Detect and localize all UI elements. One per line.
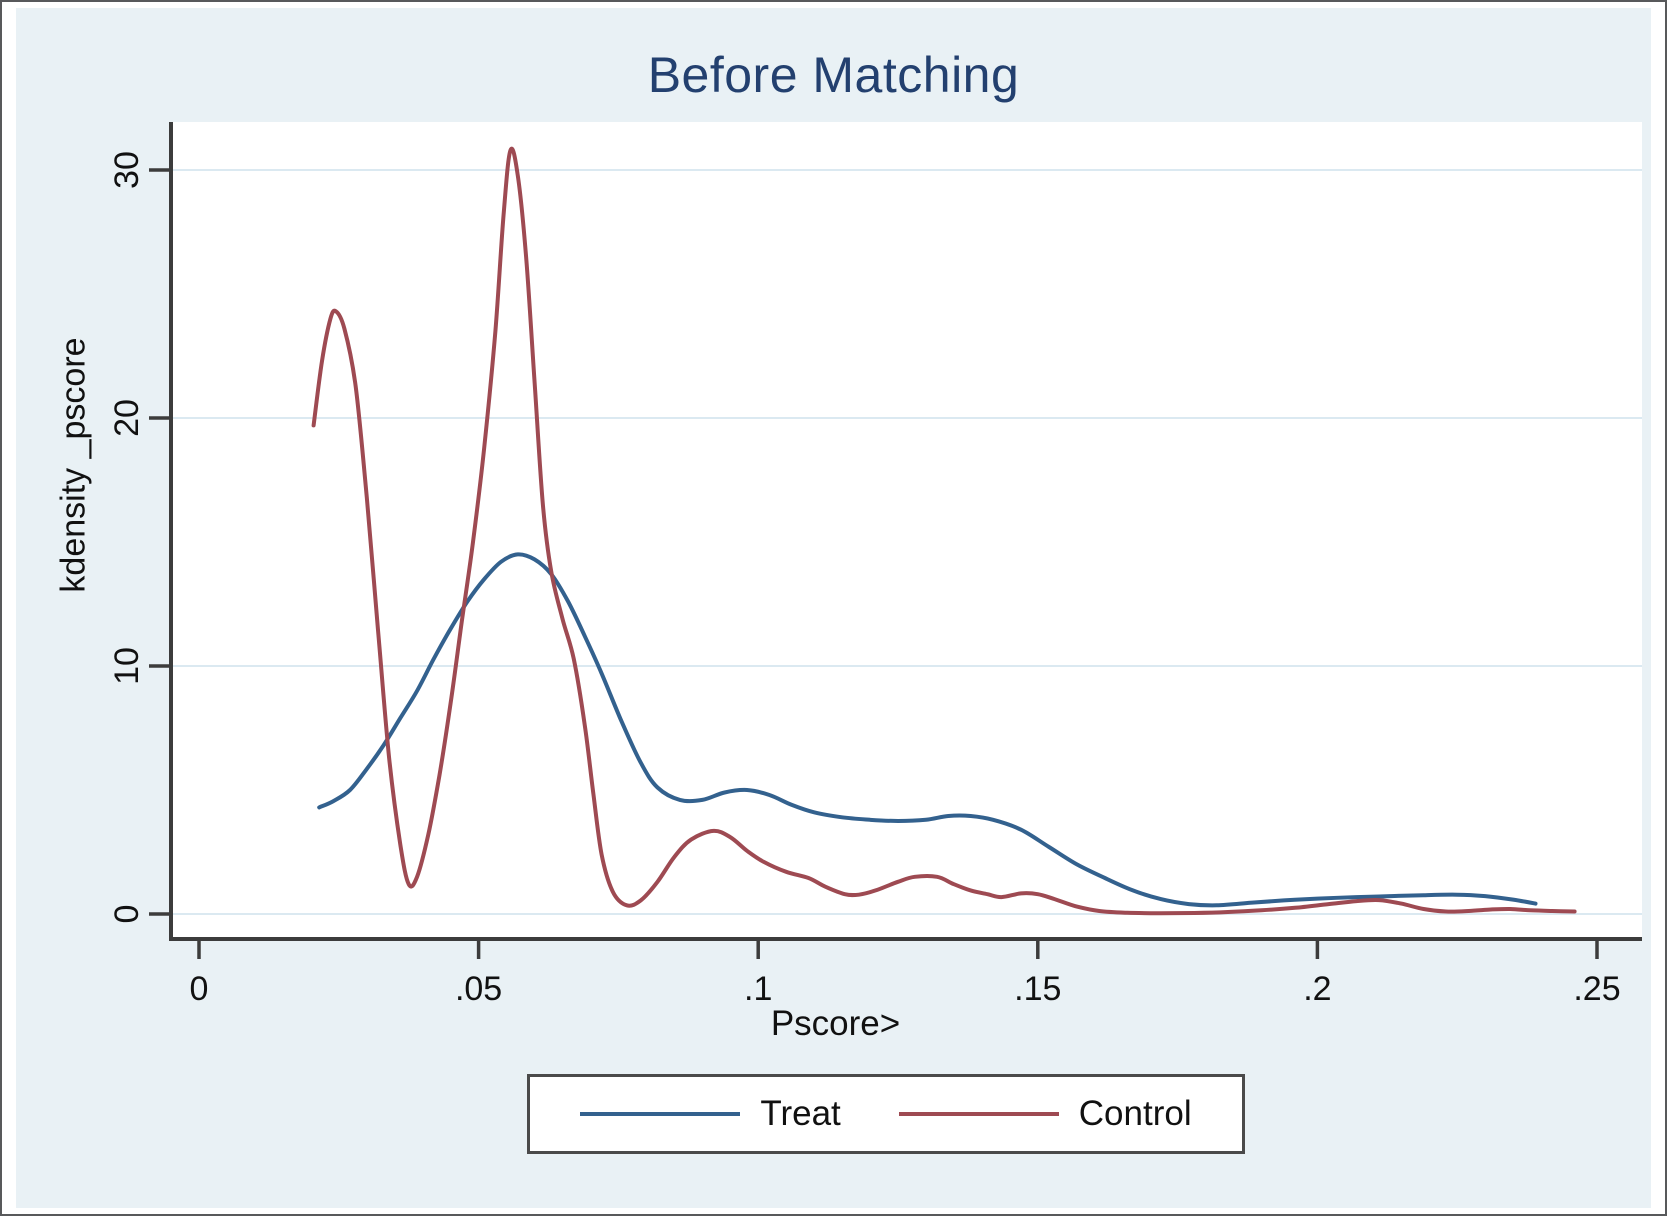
legend-item-treat: Treat — [580, 1094, 841, 1134]
chart-title: Before Matching — [647, 47, 1020, 103]
legend-item-control: Control — [898, 1094, 1192, 1134]
x-tick-label: .15 — [1014, 970, 1061, 1008]
y-axis-title: kdensity _pscore — [54, 337, 93, 593]
control-curve — [311, 146, 1577, 916]
treat-line-sample — [580, 1112, 741, 1116]
y-tick-label: 20 — [108, 399, 146, 437]
legend-label-control: Control — [1078, 1094, 1192, 1133]
plot-background — [171, 122, 1642, 939]
legend-label-treat: Treat — [760, 1094, 841, 1133]
x-tick-label: .25 — [1573, 970, 1620, 1008]
control-line-sample — [898, 1112, 1059, 1116]
x-axis-title: Pscore> — [770, 1004, 901, 1043]
x-tick-label: .2 — [1303, 970, 1331, 1008]
y-tick-label: 30 — [108, 151, 146, 189]
x-tick-label: 0 — [190, 970, 209, 1008]
y-tick-label: 10 — [108, 647, 146, 685]
x-tick-label: .1 — [744, 970, 772, 1008]
x-tick-label: .05 — [455, 970, 502, 1008]
y-tick-label: 0 — [108, 905, 146, 924]
legend: Treat Control — [527, 1074, 1245, 1154]
